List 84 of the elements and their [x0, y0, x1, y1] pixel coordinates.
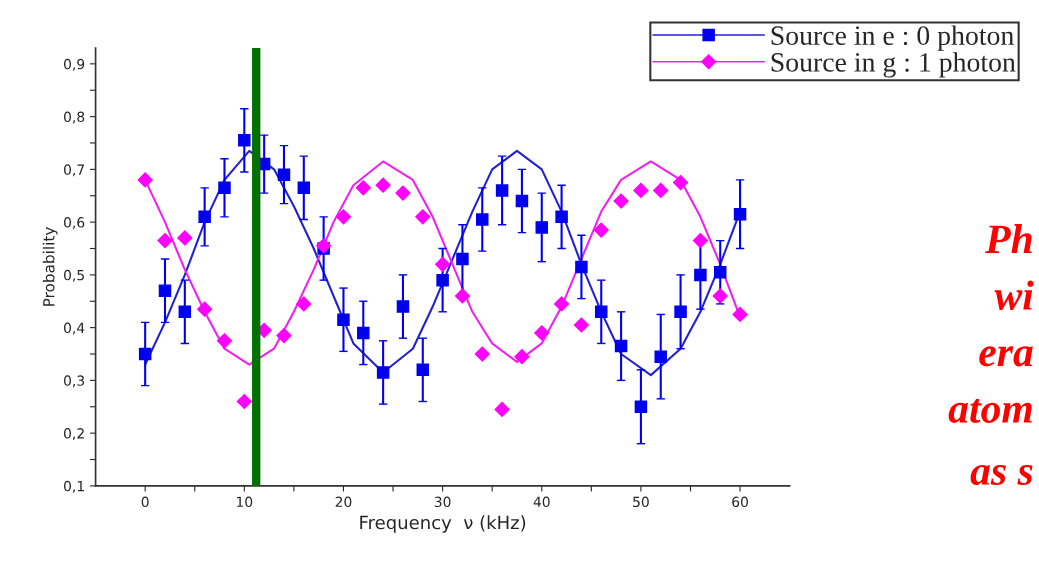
x-tick-label: 60 — [732, 496, 748, 508]
point — [534, 325, 550, 341]
point — [158, 284, 172, 297]
point — [396, 300, 410, 313]
x-tick-label: 10 — [237, 496, 253, 508]
point — [177, 230, 193, 246]
point — [198, 210, 211, 224]
point — [277, 168, 291, 181]
point — [335, 209, 352, 225]
y-tick-label: 0,1 — [64, 480, 84, 493]
x-tick-label: 40 — [533, 496, 550, 508]
y-tick-label: 0,2 — [64, 428, 84, 441]
y-tick-label: 0,4 — [64, 322, 85, 335]
point — [515, 194, 529, 208]
point — [178, 305, 192, 319]
point — [415, 209, 431, 225]
point — [555, 210, 568, 224]
point — [573, 317, 589, 333]
point — [454, 288, 471, 304]
point — [712, 288, 728, 304]
y-tick-label: 0,7 — [64, 164, 84, 177]
point — [692, 233, 708, 249]
y-tick-label: 0,8 — [64, 111, 85, 124]
point — [138, 347, 152, 361]
point — [355, 180, 371, 196]
point — [435, 256, 451, 272]
point — [357, 326, 370, 340]
x-axis-title: Frequency ν (kHz) — [360, 515, 526, 533]
x-tick-label: 20 — [335, 496, 352, 508]
point — [297, 181, 311, 195]
point — [535, 221, 549, 234]
point — [316, 238, 332, 254]
text: era — [979, 346, 1033, 367]
point — [694, 268, 707, 282]
point — [395, 185, 411, 201]
point — [713, 265, 727, 279]
point — [474, 346, 490, 362]
point — [494, 401, 510, 417]
point — [376, 366, 390, 379]
point — [613, 193, 629, 209]
point — [456, 252, 469, 266]
point — [197, 301, 213, 317]
text: Ph — [985, 224, 1032, 253]
point — [137, 172, 153, 188]
point — [654, 350, 667, 363]
point — [595, 305, 608, 319]
point — [375, 177, 391, 193]
text: as s — [970, 464, 1033, 486]
point — [276, 327, 292, 344]
point — [634, 400, 648, 414]
y-tick-label: 0,3 — [64, 375, 85, 388]
text: wi — [994, 280, 1034, 310]
point — [732, 306, 748, 323]
y-tick-label: 0,9 — [64, 58, 85, 71]
legend-label: Source in g : 1 photon — [771, 52, 1016, 78]
point — [436, 273, 449, 287]
x-tick-label: 30 — [434, 496, 451, 508]
point — [218, 181, 231, 195]
y-tick-label: 0,6 — [64, 217, 85, 230]
y-axis-title: Probability — [42, 227, 58, 306]
point — [514, 349, 530, 365]
y-tick-label: 0,5 — [64, 269, 84, 282]
point — [593, 222, 609, 238]
point — [236, 393, 252, 410]
point — [614, 339, 628, 353]
point — [674, 305, 687, 319]
point — [296, 296, 312, 312]
point — [416, 363, 430, 377]
x-tick-label: 50 — [633, 496, 649, 508]
point — [653, 182, 669, 199]
legend-label: Source in e : 0 photon — [771, 25, 1014, 51]
point — [337, 313, 350, 326]
point — [575, 260, 588, 274]
point — [216, 333, 233, 349]
point — [238, 134, 251, 147]
point — [633, 182, 649, 199]
point — [476, 213, 489, 226]
x-tick-label: 0 — [141, 496, 149, 508]
point — [495, 184, 509, 197]
point — [733, 207, 747, 221]
point — [554, 296, 570, 312]
point — [157, 233, 173, 249]
text: atom — [948, 399, 1032, 423]
point — [673, 174, 689, 191]
